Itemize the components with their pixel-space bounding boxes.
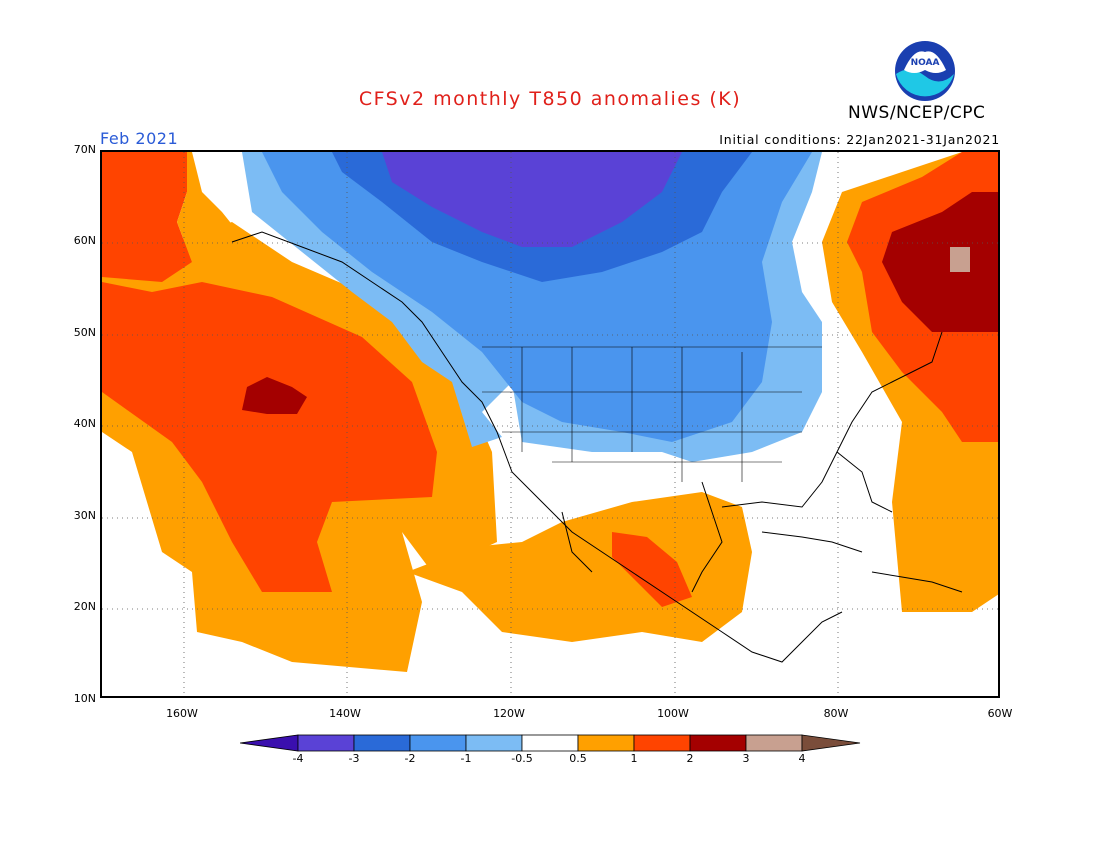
colorbar-label: -3 xyxy=(348,752,360,765)
colorbar-segment xyxy=(353,734,411,752)
noaa-logo: NOAA xyxy=(895,41,955,101)
colorbar-label: -4 xyxy=(292,752,304,765)
colorbar-segment xyxy=(297,734,355,752)
colorbar-label: 2 xyxy=(686,752,694,765)
colorbar-segment xyxy=(689,734,747,752)
colorbar-label: 3 xyxy=(742,752,750,765)
alaska-red-region xyxy=(102,152,192,282)
colorbar-label: -0.5 xyxy=(511,752,533,765)
colorbar-segment xyxy=(633,734,691,752)
coastlines xyxy=(231,231,963,663)
atlantic-max-cell xyxy=(950,247,970,272)
lon-label-60w: 60W xyxy=(987,707,1013,720)
colorbar-segment xyxy=(409,734,467,752)
anomaly-map xyxy=(100,150,1000,698)
lat-label-10n: 10N xyxy=(73,692,96,705)
lon-label-120w: 120W xyxy=(493,707,525,720)
lon-label-80w: 80W xyxy=(823,707,849,720)
lat-label-30n: 30N xyxy=(73,509,96,522)
colorbar-label: 0.5 xyxy=(569,752,587,765)
lon-label-140w: 140W xyxy=(329,707,361,720)
pacific-darkred-core xyxy=(242,377,307,414)
colorbar-label: -1 xyxy=(460,752,472,765)
colorbar-segment xyxy=(577,734,635,752)
colorbar xyxy=(240,734,861,752)
lat-label-70n: 70N xyxy=(73,143,96,156)
initial-conditions: Initial conditions: 22Jan2021-31Jan2021 xyxy=(719,132,1000,147)
lat-label-60n: 60N xyxy=(73,234,96,247)
map-canvas xyxy=(102,152,998,696)
atlantic-darkred-region xyxy=(882,192,998,332)
colorbar-label: -2 xyxy=(404,752,416,765)
lat-label-50n: 50N xyxy=(73,326,96,339)
colorbar-label: 4 xyxy=(798,752,806,765)
lon-label-160w: 160W xyxy=(166,707,198,720)
lat-label-40n: 40N xyxy=(73,417,96,430)
cold-core-region xyxy=(382,152,682,247)
colorbar-segment xyxy=(465,734,523,752)
agency-label: NWS/NCEP/CPC xyxy=(848,103,986,123)
lon-label-100w: 100W xyxy=(657,707,689,720)
colorbar-segment xyxy=(240,734,299,752)
pacific-red-region xyxy=(102,282,437,592)
state-borders xyxy=(482,346,822,482)
logo-text: NOAA xyxy=(911,58,940,68)
graticule xyxy=(102,152,998,696)
lat-label-20n: 20N xyxy=(73,600,96,613)
mexico-red-region xyxy=(612,532,692,607)
colorbar-segment xyxy=(521,734,579,752)
forecast-month: Feb 2021 xyxy=(100,129,179,148)
colorbar-label: 1 xyxy=(630,752,638,765)
chart-title: CFSv2 monthly T850 anomalies (K) xyxy=(358,88,742,110)
colorbar-segment xyxy=(801,734,861,752)
colorbar-segment xyxy=(745,734,803,752)
